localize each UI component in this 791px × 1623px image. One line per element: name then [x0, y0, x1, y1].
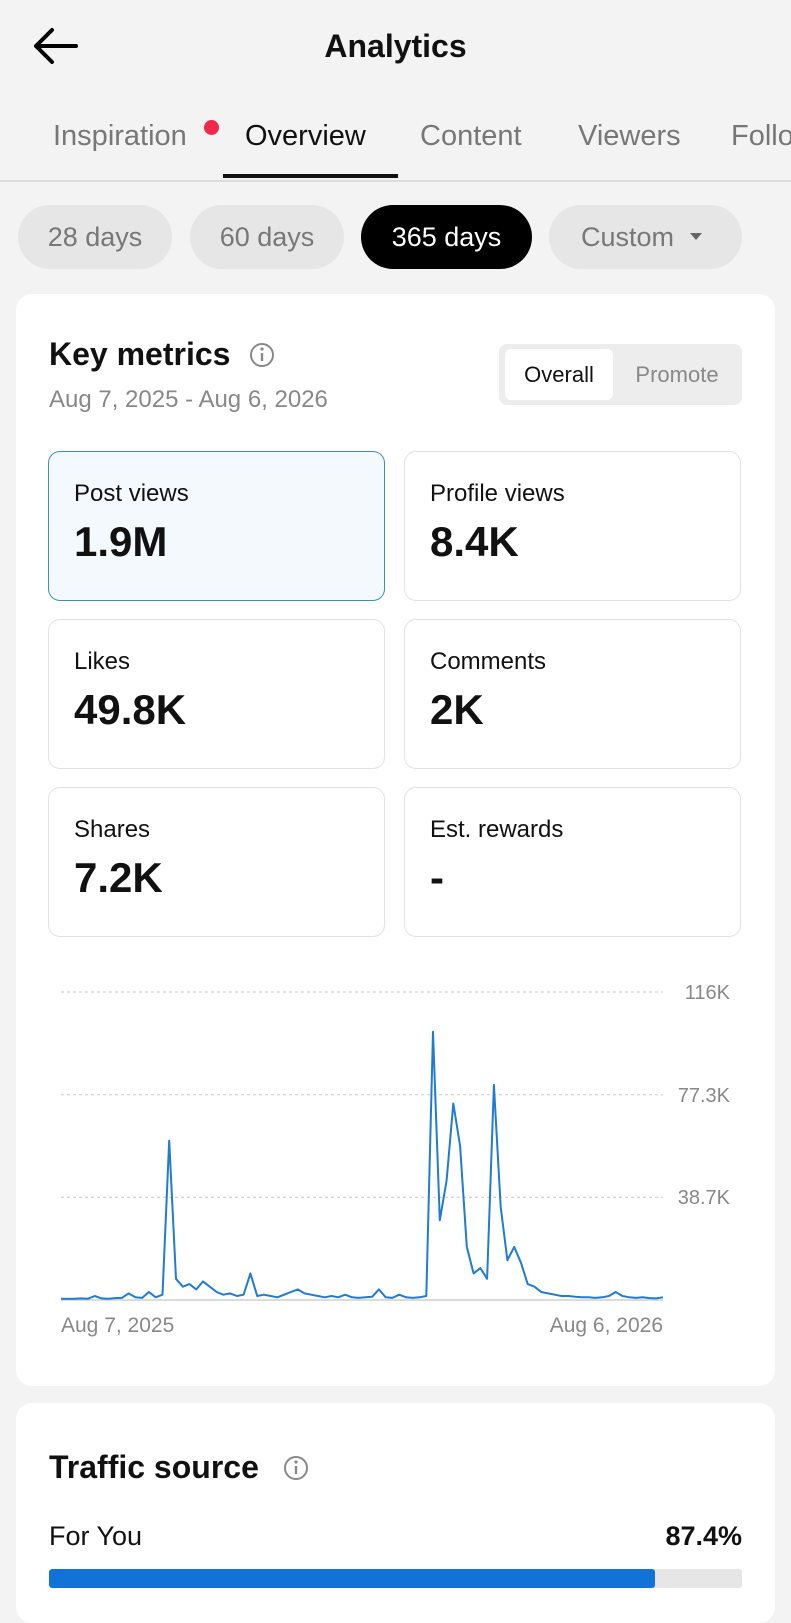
metric-card[interactable]: Shares 7.2K — [48, 787, 385, 937]
metric-value: 7.2K — [74, 854, 163, 901]
metric-value: 1.9M — [74, 518, 168, 565]
metric-label: Comments — [430, 648, 547, 675]
dropdown-caret — [690, 233, 703, 240]
metric-card[interactable]: Profile views 8.4K — [404, 451, 741, 601]
metric-card[interactable]: Post views 1.9M — [48, 451, 385, 601]
range-label: 60 days — [219, 221, 315, 252]
metric-label: Est. rewards — [430, 816, 564, 843]
x-tick-label: Aug 6, 2026 — [550, 1314, 663, 1337]
toggle-option[interactable]: Overall — [505, 349, 613, 400]
progress-track — [49, 1569, 742, 1588]
metric-card[interactable]: Comments 2K — [404, 619, 741, 769]
range-pill[interactable]: 28 days — [18, 205, 172, 269]
tab[interactable]: Inspiration — [53, 120, 187, 152]
notification-dot — [204, 120, 219, 135]
range-label: Custom — [580, 221, 675, 252]
info-icon[interactable] — [248, 341, 276, 369]
toggle-option[interactable]: Promote — [635, 361, 719, 387]
tab-divider — [0, 180, 791, 182]
progress-fill — [49, 1569, 655, 1588]
tab[interactable]: Followers — [731, 120, 791, 152]
range-pill[interactable]: 365 days — [361, 205, 532, 269]
metric-label: Shares — [74, 816, 151, 843]
tab[interactable]: Content — [420, 120, 522, 152]
tab[interactable]: Overview — [245, 120, 366, 152]
metric-value: - — [430, 854, 444, 901]
metric-value: 8.4K — [430, 518, 519, 565]
back-button[interactable] — [30, 26, 82, 66]
traffic-card: Traffic source For You 87.4% — [16, 1403, 775, 1623]
y-tick-label: 38.7K — [678, 1187, 731, 1209]
x-tick-label: Aug 7, 2025 — [61, 1314, 174, 1337]
section-title: Traffic source — [49, 1449, 259, 1485]
metric-card[interactable]: Est. rewards - — [404, 787, 741, 937]
metric-label: Likes — [74, 648, 131, 675]
range-label: 365 days — [391, 221, 502, 252]
metric-label: Post views — [74, 480, 189, 507]
y-tick-label: 77.3K — [678, 1085, 731, 1107]
tab[interactable]: Viewers — [578, 120, 681, 152]
info-icon[interactable] — [282, 1454, 310, 1482]
y-tick-label: 116K — [685, 982, 731, 1004]
section-title: Key metrics — [49, 336, 231, 372]
range-pill[interactable]: Custom — [549, 205, 742, 269]
key-metrics-card: Key metrics Aug 7, 2025 - Aug 6, 2026 Ov… — [16, 294, 775, 1386]
metric-card[interactable]: Likes 49.8K — [48, 619, 385, 769]
date-range: Aug 7, 2025 - Aug 6, 2026 — [49, 386, 328, 413]
tab-underline — [223, 174, 398, 178]
source-label: For You — [49, 1521, 143, 1551]
source-percent: 87.4% — [665, 1521, 742, 1551]
range-pill[interactable]: 60 days — [190, 205, 344, 269]
line-chart: 38.7K 77.3K 116K Aug 7, 2025 Aug 6, 2026 — [60, 982, 731, 1337]
metric-value: 2K — [430, 686, 484, 733]
tab-bar: Inspiration Overview Content Viewers Followe… — [0, 0, 791, 182]
data-line — [60, 1030, 664, 1300]
view-toggle: Overall Promote — [499, 344, 742, 405]
metric-value: 49.8K — [74, 686, 187, 733]
metric-label: Profile views — [430, 480, 565, 507]
page-title: Analytics — [324, 28, 467, 64]
range-label: 28 days — [47, 221, 143, 252]
